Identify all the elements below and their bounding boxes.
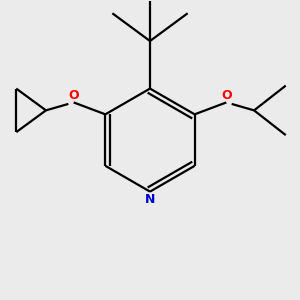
Text: O: O	[221, 88, 232, 102]
Text: N: N	[145, 193, 155, 206]
Text: O: O	[68, 88, 79, 102]
